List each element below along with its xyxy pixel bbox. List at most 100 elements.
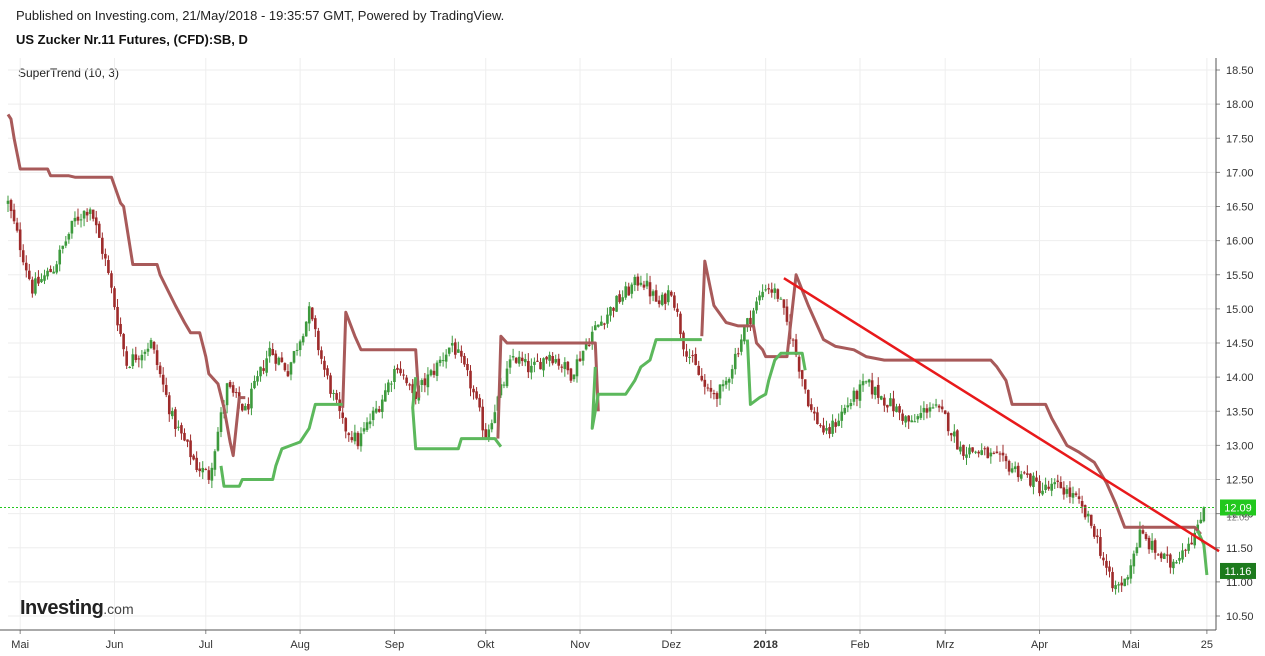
y-tick-label: 16.50	[1226, 202, 1254, 214]
y-tick-label: 12.50	[1226, 475, 1254, 487]
candle-body	[709, 387, 713, 392]
candle-body	[438, 359, 442, 363]
candle-body	[1089, 514, 1093, 526]
candle-body	[797, 356, 801, 372]
y-tick-label: 18.50	[1226, 65, 1254, 77]
candle-body	[85, 211, 89, 216]
x-tick-label: Aug	[290, 639, 310, 651]
x-tick-label: Okt	[477, 639, 494, 651]
candle-body	[131, 354, 135, 367]
candle-body	[387, 382, 390, 393]
candle-body	[460, 350, 463, 357]
candle-body	[873, 386, 877, 396]
candle-body	[31, 279, 34, 294]
candle-body	[82, 210, 86, 219]
candle-body	[566, 361, 570, 371]
candle-body	[794, 339, 798, 356]
candle-body	[444, 354, 448, 362]
candle-body	[140, 354, 144, 361]
candle-body	[469, 370, 472, 389]
candle-body	[73, 217, 77, 222]
candle-body	[749, 317, 752, 325]
candle-body	[636, 276, 640, 286]
candle-body	[405, 377, 408, 384]
candle-body	[262, 368, 265, 371]
candle-body	[1004, 456, 1008, 462]
candle-body	[323, 360, 326, 370]
candle-body	[1169, 554, 1172, 568]
candle-body	[256, 376, 259, 382]
candle-body	[277, 357, 281, 365]
y-tick-label: 14.00	[1226, 372, 1254, 384]
candle-body	[925, 408, 929, 413]
candle-body	[216, 431, 220, 451]
candle-body	[271, 349, 275, 356]
candle-body	[621, 297, 624, 302]
candle-body	[457, 349, 460, 353]
candle-body	[590, 331, 594, 345]
candle-body	[183, 432, 186, 441]
candle-body	[974, 451, 977, 453]
candle-body	[234, 392, 238, 394]
candle-body	[587, 344, 591, 346]
supertrend-down-line	[6, 113, 246, 458]
candle-body	[453, 342, 457, 355]
candle-body	[240, 403, 244, 411]
candle-body	[776, 289, 780, 299]
candle-body	[663, 293, 667, 304]
candle-body	[578, 358, 582, 362]
candle-body	[259, 366, 262, 377]
candle-body	[551, 356, 554, 364]
candle-body	[283, 363, 287, 371]
candle-body	[390, 383, 393, 385]
candle-body	[247, 403, 250, 410]
supertrend-lines	[6, 113, 1209, 576]
candle-body	[49, 268, 52, 273]
candle-body	[861, 381, 865, 386]
candle-body	[1120, 582, 1123, 586]
candle-body	[107, 260, 110, 273]
candle-body	[685, 351, 688, 357]
candle-body	[225, 383, 229, 406]
supertrend-down-line	[700, 259, 1202, 536]
candle-body	[645, 280, 649, 287]
candle-body	[502, 384, 506, 386]
candle-body	[761, 291, 764, 298]
candle-body	[806, 389, 810, 407]
candle-body	[989, 452, 993, 457]
candle-body	[606, 314, 609, 324]
candle-body	[204, 469, 208, 471]
candle-body	[752, 310, 755, 326]
candle-body	[478, 397, 481, 408]
candle-body	[539, 361, 542, 370]
candle-body	[901, 413, 904, 421]
candle-body	[40, 279, 43, 283]
candle-body	[88, 209, 92, 214]
candle-body	[803, 379, 807, 390]
candle-body	[490, 423, 494, 430]
candle-body	[46, 270, 49, 277]
candle-body	[250, 388, 253, 409]
candle-body	[563, 362, 567, 370]
candle-body	[1059, 481, 1063, 489]
candle-body	[666, 290, 670, 303]
candle-body	[1053, 482, 1057, 485]
candle-body	[402, 374, 405, 376]
candle-body	[24, 262, 28, 271]
candle-body	[171, 410, 174, 417]
candle-body	[137, 358, 141, 360]
candle-body	[365, 422, 369, 430]
candle-body	[691, 355, 694, 357]
candle-body	[450, 343, 454, 346]
candle-body	[189, 440, 192, 458]
x-tick-label: 25	[1201, 639, 1213, 651]
candle-body	[1074, 493, 1078, 496]
candle-body	[167, 395, 171, 415]
supertrend-up-line	[1196, 530, 1209, 576]
candle-body	[673, 295, 676, 308]
candle-body	[569, 368, 573, 381]
candle-body	[867, 379, 871, 383]
candle-body	[1144, 534, 1148, 539]
candle-body	[1026, 473, 1029, 475]
